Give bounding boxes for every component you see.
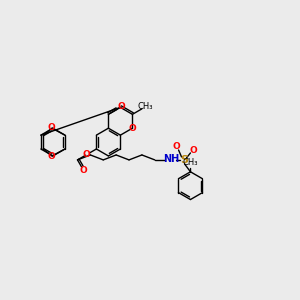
- Text: O: O: [82, 151, 90, 160]
- Text: O: O: [128, 124, 136, 133]
- Text: CH₃: CH₃: [183, 158, 198, 167]
- Text: NH: NH: [164, 154, 180, 164]
- Text: O: O: [190, 146, 197, 154]
- Text: CH₃: CH₃: [137, 102, 153, 111]
- Text: O: O: [47, 152, 55, 161]
- Text: O: O: [47, 123, 55, 132]
- Text: O: O: [117, 102, 125, 111]
- Text: O: O: [80, 166, 88, 175]
- Text: O: O: [173, 142, 180, 151]
- Text: S: S: [181, 155, 188, 165]
